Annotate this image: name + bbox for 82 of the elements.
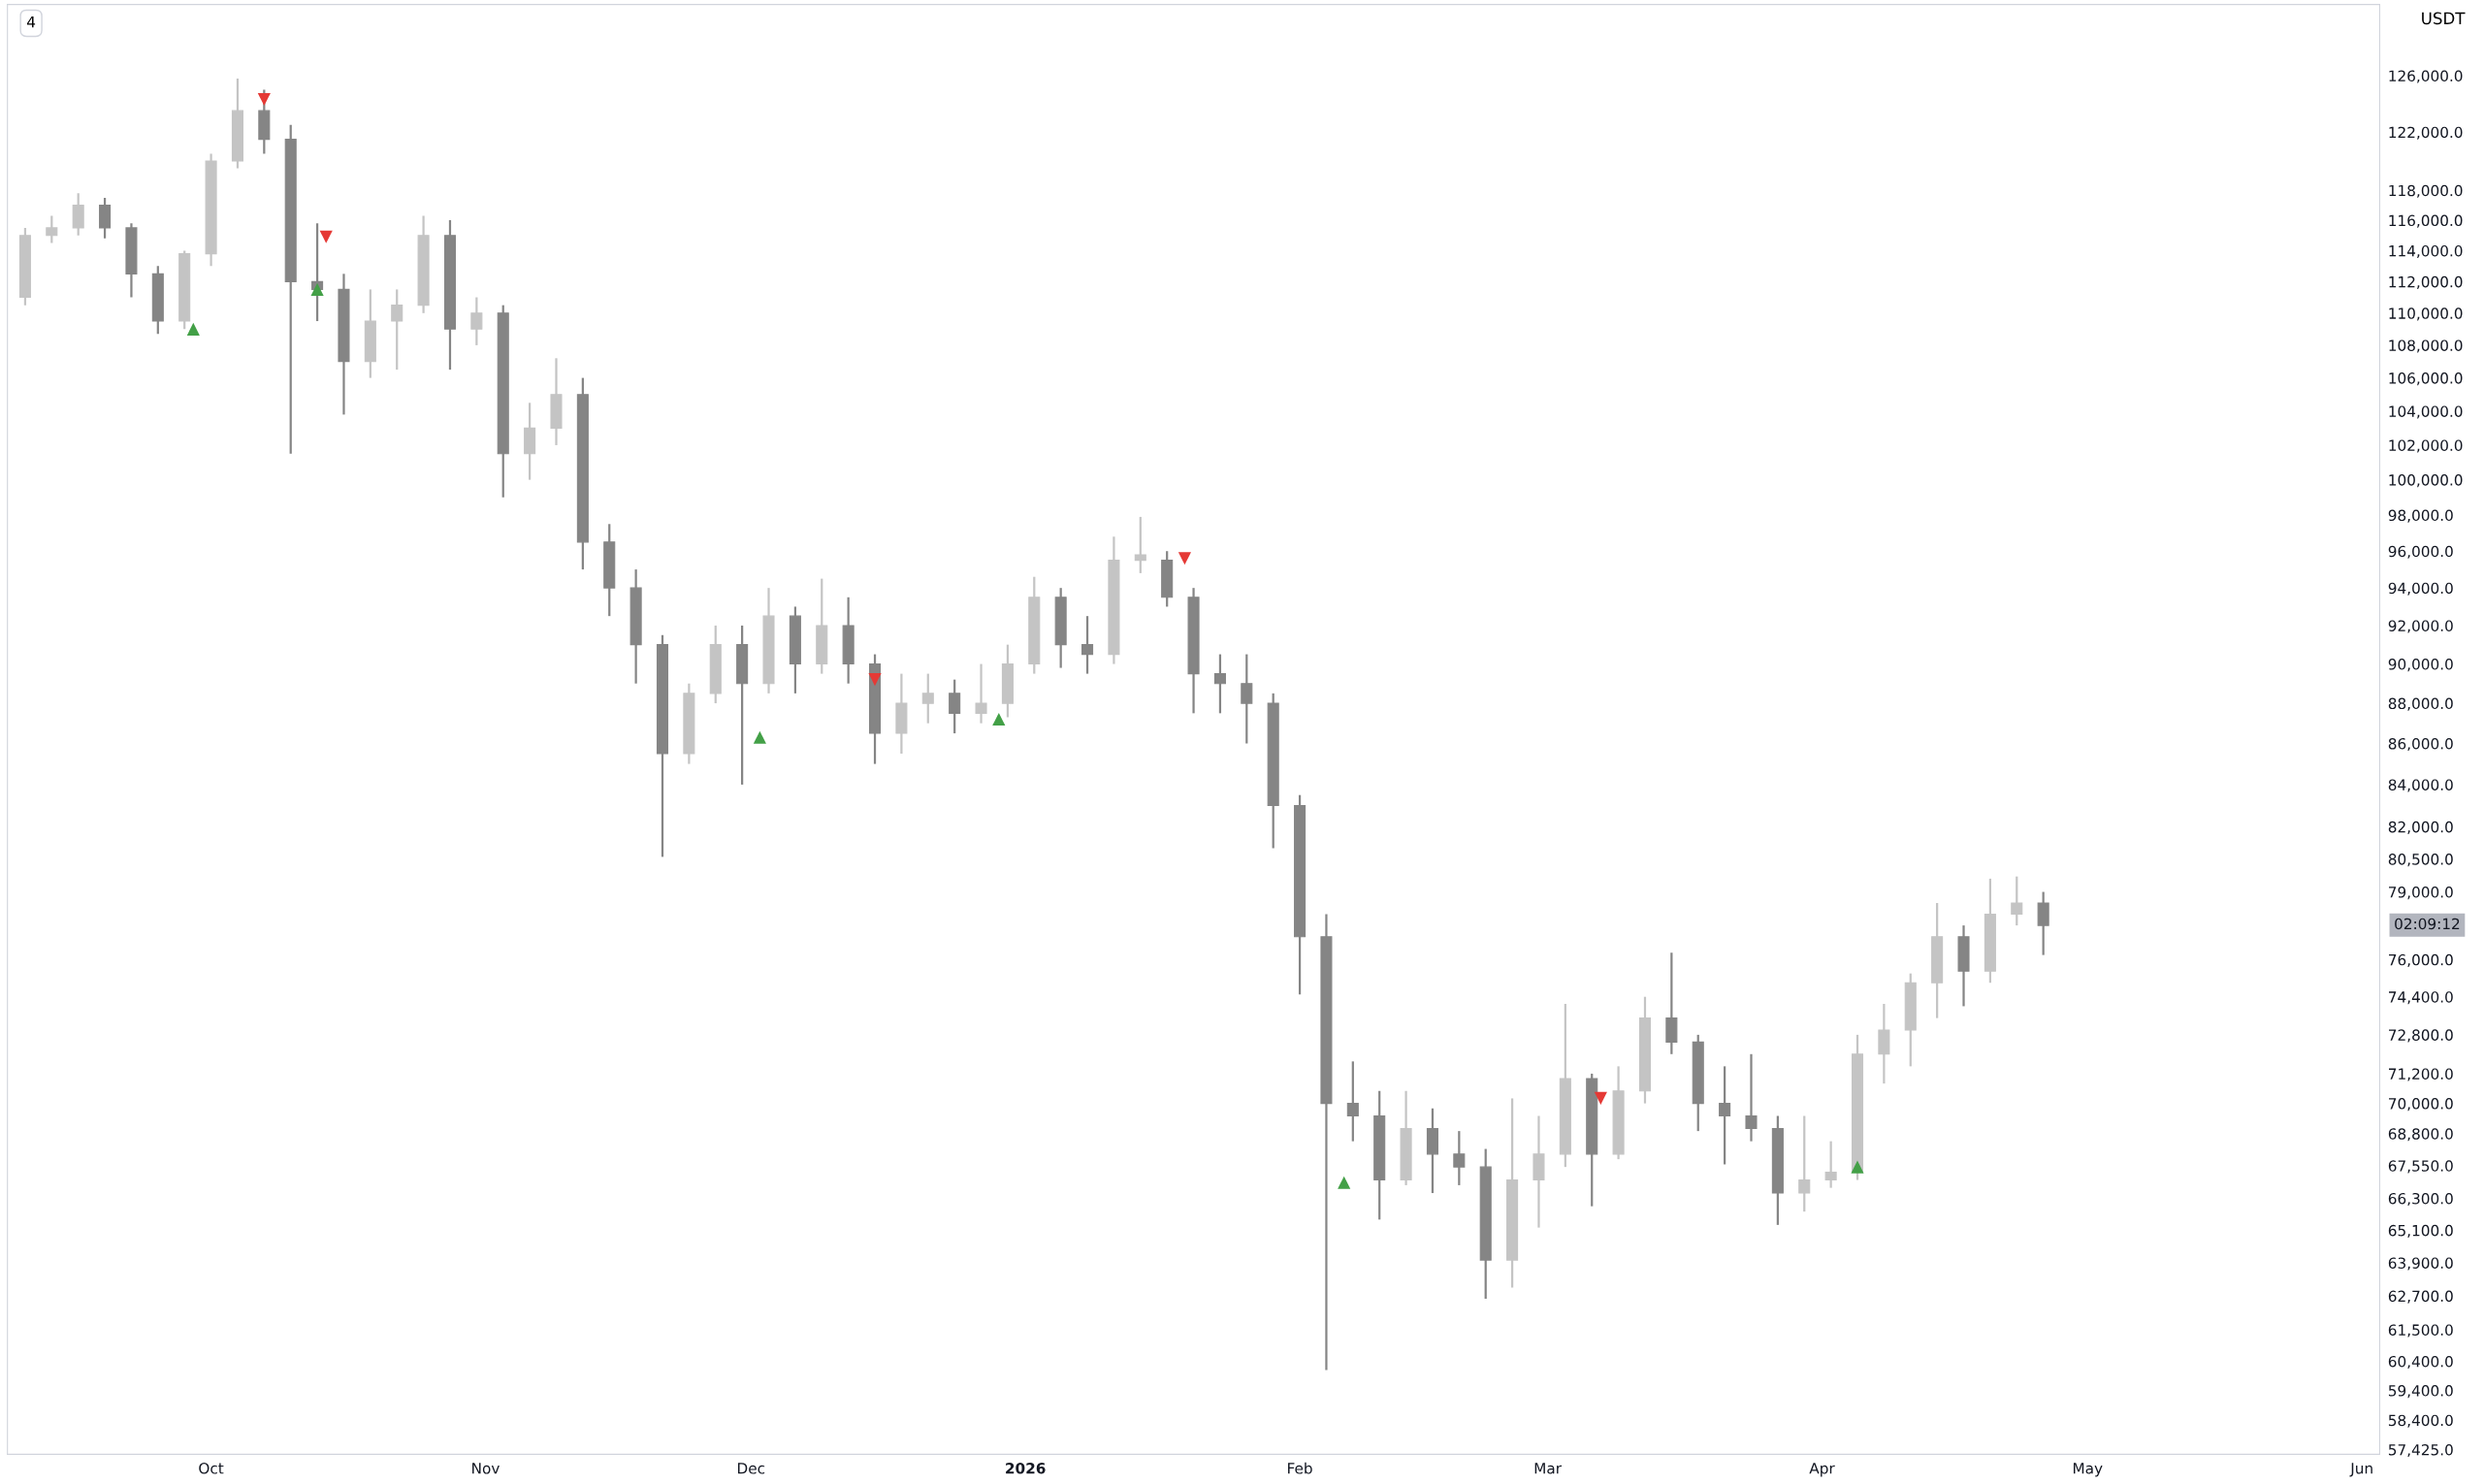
candlestick (921, 672, 934, 725)
y-tick-label: 70,000.0 (2389, 1098, 2453, 1112)
text: USDT (2422, 12, 2466, 25)
point (1177, 552, 1192, 565)
point (1594, 1091, 1607, 1106)
y-tick-label: 122,000.0 (2389, 126, 2463, 140)
y-tick-label: 116,000.0 (2389, 214, 2463, 228)
point (257, 92, 271, 107)
candlestick (1081, 615, 1094, 675)
annotation: 4 (27, 16, 36, 28)
candlestick (949, 678, 961, 735)
point (1338, 1176, 1351, 1189)
candlestick (2011, 875, 2023, 927)
y-tick-label: 106,000.0 (2389, 372, 2463, 386)
x-tick-label: Feb (1288, 1462, 1312, 1474)
candlestick (1824, 1140, 1837, 1189)
y-tick-label: 100,000.0 (2389, 474, 2463, 488)
y-tick-label: 88,000.0 (2388, 697, 2453, 711)
y-tick-label: 126,000.0 (2389, 70, 2463, 83)
candlestick (72, 192, 84, 237)
y-tick-label: 114,000.0 (2389, 244, 2463, 259)
y-tick-label: 102,000.0 (2389, 439, 2463, 453)
y-tick-label: 110,000.0 (2389, 307, 2463, 321)
y-tick-label: 61,500.0 (2388, 1324, 2453, 1338)
y-tick-label: 98,000.0 (2388, 509, 2453, 523)
y-tick-label: 84,000.0 (2388, 779, 2453, 792)
y-tick-label: 74,400.0 (2389, 991, 2453, 1005)
y-tick-label: 90,000.0 (2388, 659, 2453, 672)
y-tick-label: 79,000.0 (2389, 887, 2453, 900)
candlestick (1134, 515, 1146, 575)
candlestick (470, 296, 483, 347)
x-tick-label: Oct (199, 1463, 224, 1474)
x-tick-label: 2026 (1006, 1463, 1046, 1474)
y-tick-label: 112,000.0 (2389, 275, 2463, 289)
x-tick-label: Jun (2349, 1463, 2372, 1477)
y-tick-label: 68,800.0 (2388, 1128, 2453, 1142)
candlestick (1346, 1060, 1359, 1143)
x-tick-label: Dec (737, 1463, 765, 1474)
x-tick-label: May (2073, 1463, 2103, 1477)
point (186, 322, 200, 336)
y-tick-label: 94,000.0 (2388, 582, 2453, 596)
y-tick-label: 58,400.0 (2388, 1414, 2453, 1428)
y-tick-label: 67,550.0 (2388, 1160, 2453, 1174)
candlestick (1213, 653, 1226, 715)
y-tick-label: 59,400.0 (2388, 1385, 2453, 1399)
candlestick (99, 196, 112, 240)
point (992, 712, 1006, 726)
x-tick-label: Nov (472, 1463, 500, 1474)
candlestick (1453, 1130, 1466, 1187)
candlestick (1719, 1065, 1731, 1166)
candlestick (1745, 1052, 1758, 1143)
candlestick (2037, 890, 2049, 956)
candlestick (975, 662, 987, 725)
x-tick-label: Apr (1809, 1463, 1835, 1477)
y-tick-label: 118,000.0 (2389, 184, 2463, 198)
y-tick-label: 80,500.0 (2388, 854, 2453, 867)
point (868, 673, 882, 687)
y-tick-label: 76,000.0 (2389, 953, 2453, 967)
candlestick (1241, 653, 1253, 745)
y-tick-label: 104,000.0 (2389, 405, 2463, 419)
y-tick-label: 108,000.0 (2389, 339, 2463, 353)
y-tick-label: 57,425.0 (2388, 1443, 2453, 1458)
y-tick-label: 62,700.0 (2388, 1290, 2453, 1304)
point (319, 230, 333, 243)
y-tick-label: 71,200.0 (2389, 1068, 2453, 1081)
y-tick-label: 66,300.0 (2388, 1192, 2453, 1207)
text: 02:09:12 (2395, 918, 2460, 930)
y-tick-label: 86,000.0 (2388, 737, 2453, 752)
y-tick-label: 65,100.0 (2388, 1224, 2453, 1238)
candlestick (1798, 1114, 1811, 1213)
y-tick-label: 60,400.0 (2388, 1355, 2453, 1370)
y-tick-label: 96,000.0 (2388, 545, 2453, 559)
point (1851, 1160, 1864, 1174)
candlestick (391, 288, 403, 371)
y-tick-label: 92,000.0 (2388, 620, 2453, 633)
x-tick-label: Mar (1534, 1463, 1563, 1474)
y-tick-label: 82,000.0 (2388, 821, 2453, 834)
point (310, 282, 324, 297)
y-tick-label: 63,900.0 (2388, 1257, 2453, 1271)
candlestick (46, 214, 58, 244)
y-tick-label: 72,800.0 (2389, 1029, 2453, 1043)
point (753, 730, 766, 744)
